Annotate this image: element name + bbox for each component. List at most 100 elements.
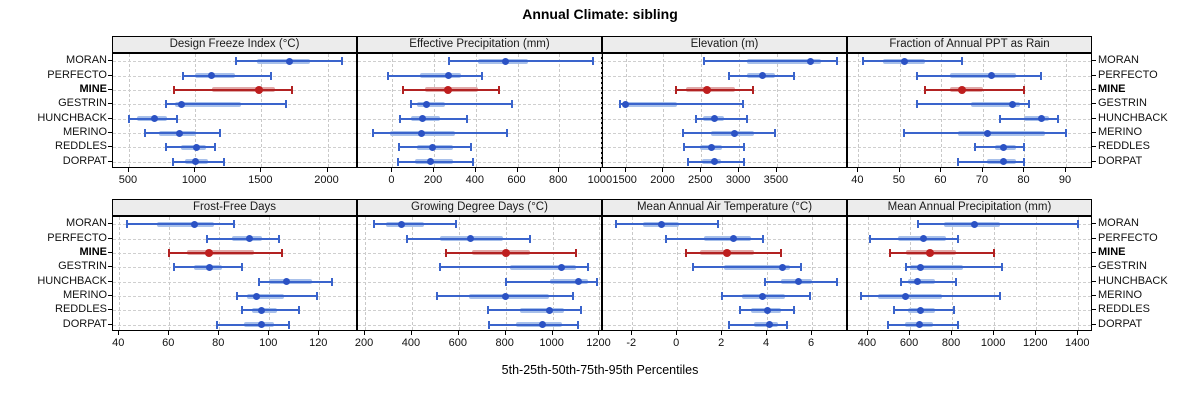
whisker-mine — [686, 251, 781, 254]
row-label-left-merino: MERINO — [63, 289, 107, 302]
panel-title: Growing Degree Days (°C) — [411, 201, 548, 213]
whisker-gestrin — [440, 266, 588, 269]
x-tick-label: 600 — [448, 337, 467, 349]
whisker-mine — [169, 251, 282, 254]
whisker-cap — [859, 292, 862, 301]
whisker-moran — [918, 223, 1079, 226]
whisker-cap — [786, 320, 789, 329]
gridline-vertical — [119, 217, 121, 330]
chart-title: Annual Climate: sibling — [522, 6, 678, 22]
x-tick-label: 1000 — [181, 174, 207, 186]
panel-mean-annual-precipitation-mm — [847, 216, 1092, 331]
whisker-cap — [240, 306, 243, 315]
y-tick — [108, 309, 112, 311]
x-tick-label: 1500 — [248, 174, 273, 186]
median-dot-gestrin — [917, 263, 925, 271]
whisker-cap — [175, 114, 178, 123]
x-tick-label: 400 — [857, 337, 877, 349]
gridline-vertical — [319, 217, 321, 330]
y-tick — [108, 60, 112, 62]
whisker-cap — [285, 100, 288, 109]
y-tick — [1092, 132, 1096, 134]
median-dot-gestrin — [205, 263, 213, 271]
y-tick — [108, 223, 112, 225]
whisker-gestrin — [411, 103, 513, 106]
y-tick — [1092, 280, 1096, 282]
x-tick-label: 60 — [162, 337, 175, 349]
x-tick-label: 4 — [763, 337, 770, 349]
whisker-cap — [993, 248, 996, 257]
whisker-cap — [182, 71, 185, 80]
x-tick-label: 1500 — [612, 174, 637, 186]
whisker-cap — [955, 277, 958, 286]
x-tick — [662, 168, 664, 172]
whisker-reddles — [894, 309, 955, 312]
x-tick-label: 120 — [309, 337, 328, 349]
median-dot-moran — [970, 220, 978, 228]
x-tick-label: 80 — [212, 337, 225, 349]
median-dot-perfecto — [445, 72, 453, 80]
x-tick-label: 2 — [718, 337, 725, 349]
whisker-cap — [742, 157, 745, 166]
gridline-horizontal — [358, 161, 601, 163]
whisker-cap — [397, 143, 400, 152]
whisker-cap — [1000, 263, 1003, 272]
whisker-cap — [488, 320, 491, 329]
y-tick — [1092, 74, 1096, 76]
whisker-cap — [792, 71, 795, 80]
y-tick — [1092, 160, 1096, 162]
x-tick — [504, 331, 506, 335]
x-tick — [857, 168, 859, 172]
median-dot-merino — [253, 292, 261, 300]
whisker-cap — [506, 129, 509, 138]
whisker-hunchback — [399, 117, 468, 120]
x-tick-label: 400 — [401, 337, 421, 349]
y-tick — [1092, 266, 1096, 268]
gridline-vertical — [365, 217, 367, 330]
gridline-horizontal — [848, 118, 1091, 120]
y-tick — [108, 88, 112, 90]
row-label-left-merino: MERINO — [63, 126, 107, 139]
panel-strip-frost-free-days: Frost-Free Days — [112, 199, 357, 216]
gridline-vertical — [392, 54, 394, 167]
whisker-cap — [889, 248, 892, 257]
x-tick-label: 80 — [1017, 174, 1030, 186]
whisker-cap — [998, 114, 1001, 123]
whisker-cap — [278, 234, 281, 243]
whisker-cap — [497, 85, 500, 94]
x-tick — [940, 168, 942, 172]
y-tick — [1092, 295, 1096, 297]
whisker-mine — [173, 88, 292, 91]
panel-title: Fraction of Annual PPT as Rain — [889, 38, 1050, 50]
row-label-right-dorpat: DORPAT — [1098, 317, 1143, 330]
gridline-vertical — [475, 54, 477, 167]
whisker-cap — [481, 71, 484, 80]
gridline-vertical — [994, 217, 996, 330]
whisker-cap — [373, 220, 376, 229]
whisker-cap — [746, 114, 749, 123]
axis-caption: 5th-25th-50th-75th-95th Percentiles — [501, 363, 699, 377]
panel-strip-elevation-m: Elevation (m) — [602, 36, 847, 53]
x-tick — [1023, 168, 1025, 172]
row-label-right-mine: MINE — [1098, 82, 1126, 95]
row-label-right-reddles: REDDLES — [1098, 303, 1150, 316]
y-tick — [108, 117, 112, 119]
whisker-cap — [164, 143, 167, 152]
gridline-vertical — [982, 54, 984, 167]
row-label-left-mine: MINE — [79, 245, 108, 258]
whisker-perfecto — [183, 74, 271, 77]
median-dot-dorpat — [427, 158, 435, 166]
x-tick — [457, 331, 459, 335]
whisker-cap — [1077, 220, 1080, 229]
whisker-cap — [127, 114, 130, 123]
panel-strip-mean-annual-precipitation-mm: Mean Annual Precipitation (mm) — [847, 199, 1092, 216]
row-label-right-perfecto: PERFECTO — [1098, 231, 1158, 244]
whisker-cap — [235, 292, 238, 301]
whisker-cap — [957, 320, 960, 329]
gridline-horizontal — [113, 310, 356, 312]
median-dot-hunchback — [913, 278, 921, 286]
median-dot-mine — [926, 248, 935, 257]
median-dot-reddles — [258, 306, 266, 314]
whisker-gestrin — [620, 103, 743, 106]
median-dot-merino — [418, 129, 426, 137]
